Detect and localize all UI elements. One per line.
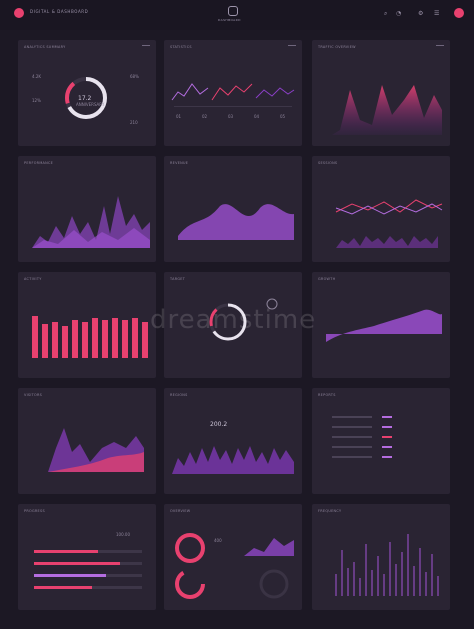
kpi-value: 04 <box>254 114 260 119</box>
menu-icon[interactable]: ☰ <box>434 10 440 17</box>
panel-revenue[interactable]: REVENUE <box>164 156 302 262</box>
panel-heading: GROWTH <box>318 277 336 281</box>
panel-heading: SESSIONS <box>318 161 338 165</box>
panel-regions[interactable]: REGIONS 200.2 <box>164 388 302 494</box>
brand-icon <box>228 6 238 16</box>
regions-value: 200.2 <box>210 421 227 428</box>
donut-label: ANNIVERSARY <box>76 102 105 107</box>
watermark: dreamstime <box>150 305 317 335</box>
avatar[interactable] <box>454 8 464 18</box>
growth-area <box>326 309 442 342</box>
spike-area: 200.2 <box>172 421 294 474</box>
kpi-value: 12% <box>32 98 41 103</box>
panel-sessions[interactable]: SESSIONS <box>312 156 450 262</box>
panel-reports[interactable]: REPORTS <box>312 388 450 494</box>
panel-heading: REPORTS <box>318 393 336 397</box>
layered-area <box>48 428 144 472</box>
area-chart <box>332 85 442 135</box>
panel-progress[interactable]: PROGRESS 100.00 <box>18 504 156 610</box>
progress-value: 100.00 <box>116 532 130 537</box>
panel-heading: ANALYTICS SUMMARY <box>24 45 66 49</box>
app-title: DIGITAL & DASHBOARD <box>30 9 89 14</box>
panel-heading: PERFORMANCE <box>24 161 54 165</box>
panel-frequency[interactable]: FREQUENCY <box>312 504 450 610</box>
frequency-spikes <box>335 534 439 596</box>
kpi-value: 03 <box>228 114 234 119</box>
panel-heading: PROGRESS <box>24 509 45 513</box>
gauge-chart <box>209 298 278 341</box>
kpi-value: 68% <box>130 74 139 79</box>
report-list <box>332 416 392 458</box>
panel-overview[interactable]: OVERVIEW 400 <box>164 504 302 610</box>
mini-bars-chart: 01 02 03 04 05 <box>171 83 295 119</box>
donut-value: 17.2 <box>78 95 92 102</box>
kpi-value: 01 <box>176 114 182 119</box>
progress-bars: 100.00 <box>34 532 142 589</box>
panel-activity[interactable]: ACTIVITY <box>18 272 156 378</box>
panel-analytics-summary[interactable]: ANALYTICS SUMMARY 17.2 ANNIVERSARY 4.2K … <box>18 40 156 146</box>
panel-heading: TARGET <box>170 277 186 281</box>
multi-line-chart <box>335 199 443 248</box>
panel-heading: REVENUE <box>170 161 189 165</box>
panel-heading: FREQUENCY <box>318 509 342 513</box>
donut-chart: 17.2 ANNIVERSARY 4.2K 12% 68% 210 <box>32 74 139 125</box>
panel-growth[interactable]: GROWTH <box>312 272 450 378</box>
panel-heading: REGIONS <box>170 393 188 397</box>
bar-chart <box>32 316 148 358</box>
brand-label: DASHBOARD <box>218 18 241 22</box>
panel-heading: STATISTICS <box>170 45 192 49</box>
overview-gauges: 400 <box>175 533 294 599</box>
logo-icon <box>14 8 24 18</box>
bell-icon[interactable]: ◔ <box>396 10 402 17</box>
more-icon[interactable] <box>142 45 150 48</box>
panel-performance[interactable]: PERFORMANCE <box>18 156 156 262</box>
panel-statistics[interactable]: STATISTICS 01 02 03 04 05 <box>164 40 302 146</box>
panel-heading: OVERVIEW <box>170 509 191 513</box>
kpi-value: 02 <box>202 114 208 119</box>
kpi-value: 210 <box>130 120 138 125</box>
wave-chart <box>178 204 294 240</box>
top-bar: DIGITAL & DASHBOARD DASHBOARD ⌕ ◔ ⚙ ☰ <box>0 0 474 30</box>
panel-heading: TRAFFIC OVERVIEW <box>318 45 356 49</box>
panel-traffic[interactable]: TRAFFIC OVERVIEW <box>312 40 450 146</box>
more-icon[interactable] <box>436 45 444 48</box>
settings-icon[interactable]: ⚙ <box>418 10 424 17</box>
kpi-value: 05 <box>280 114 286 119</box>
panel-heading: ACTIVITY <box>24 277 42 281</box>
search-icon[interactable]: ⌕ <box>384 10 388 17</box>
more-icon[interactable] <box>288 45 296 48</box>
kpi-value: 4.2K <box>32 74 41 79</box>
panel-target[interactable]: TARGET <box>164 272 302 378</box>
overview-value: 400 <box>214 538 222 543</box>
mountain-chart <box>32 196 150 248</box>
panel-heading: VISITORS <box>24 393 43 397</box>
panel-visitors[interactable]: VISITORS <box>18 388 156 494</box>
